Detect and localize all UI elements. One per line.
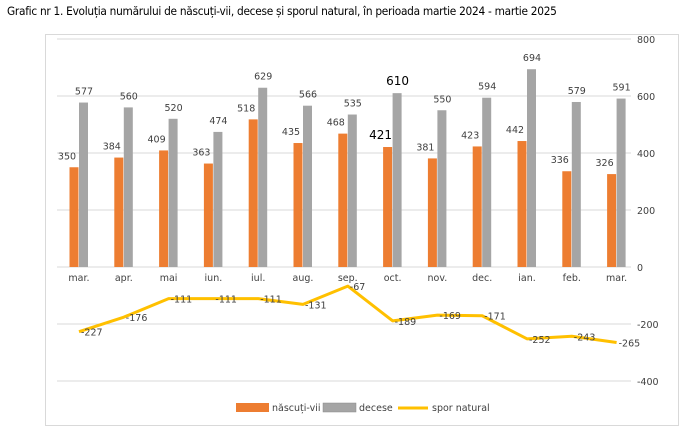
x-tick-label: feb. — [563, 273, 581, 284]
y-tick-label: -400 — [637, 377, 659, 388]
y-tick-label: 600 — [637, 92, 655, 103]
data-label-spor-natural: -111 — [260, 295, 282, 306]
data-label-decese: 629 — [254, 72, 272, 83]
data-label-decese: 566 — [299, 90, 317, 101]
data-label-nascuti-vii: 442 — [506, 125, 524, 136]
data-label-nascuti-vii: 468 — [327, 118, 345, 129]
legend-swatch-decese — [322, 402, 357, 413]
bar-nascuti-vii — [383, 147, 393, 267]
bar-decese — [303, 105, 312, 267]
data-label-spor-natural: -131 — [305, 300, 327, 311]
bar-nascuti-vii — [338, 133, 348, 267]
x-tick-label: dec. — [472, 273, 492, 284]
data-label-nascuti-vii: 384 — [103, 142, 121, 153]
x-tick-label: nov. — [428, 273, 448, 284]
bar-decese — [347, 114, 357, 268]
bar-nascuti-vii — [562, 171, 572, 267]
y-tick-label: 400 — [637, 149, 655, 160]
data-label-spor-natural: -171 — [484, 312, 506, 323]
data-label-spor-natural: -111 — [171, 295, 193, 306]
bar-nascuti-vii — [159, 150, 169, 267]
data-label-decese: 594 — [478, 82, 496, 93]
y-tick-label: -200 — [637, 320, 659, 331]
legend-label-decese: decese — [359, 403, 393, 414]
bar-nascuti-vii — [427, 158, 437, 267]
bar-nascuti-vii — [203, 163, 213, 267]
data-label-decese: 560 — [120, 91, 138, 102]
x-tick-label: apr. — [115, 273, 133, 284]
data-label-spor-natural: -252 — [529, 335, 551, 346]
x-tick-label: ian. — [518, 273, 536, 284]
bar-nascuti-vii — [293, 143, 303, 267]
x-tick-label: iun. — [205, 273, 223, 284]
y-tick-label: 0 — [637, 263, 643, 274]
data-label-nascuti-vii: 326 — [596, 158, 614, 169]
legend-label-nascuti-vii: născuți-vii — [272, 403, 320, 414]
x-tick-label: oct. — [384, 273, 402, 284]
bar-decese — [213, 131, 223, 267]
data-label-spor-natural: -176 — [126, 313, 148, 324]
data-label-nascuti-vii: 350 — [58, 151, 76, 162]
x-tick-label: aug. — [293, 273, 314, 284]
data-label-decese: 535 — [344, 99, 362, 110]
data-label-spor-natural: -111 — [215, 295, 237, 306]
legend-swatch-nascuti-vii — [236, 403, 269, 412]
bar-decese — [527, 69, 536, 268]
bar-decese — [392, 93, 402, 268]
data-label-nascuti-vii: 363 — [192, 148, 210, 159]
chart-title: Grafic nr 1. Evoluția numărului de născu… — [7, 4, 557, 18]
y-tick-label: 800 — [637, 35, 655, 46]
bar-nascuti-vii — [248, 119, 258, 268]
bar-nascuti-vii — [114, 157, 124, 267]
bar-nascuti-vii — [517, 141, 527, 267]
bar-decese — [616, 98, 626, 267]
data-label-decese: 474 — [209, 116, 227, 127]
x-tick-label: mai — [160, 273, 178, 284]
x-tick-label: mar. — [68, 273, 89, 284]
bar-nascuti-vii — [472, 146, 482, 267]
bar-nascuti-vii — [607, 174, 617, 267]
data-label-decese: 577 — [75, 87, 93, 98]
x-tick-label: iul. — [251, 273, 265, 284]
x-tick-label: mar. — [606, 273, 627, 284]
bar-decese — [437, 110, 447, 267]
bar-decese — [79, 102, 88, 268]
data-label-spor-natural: -169 — [439, 311, 461, 322]
data-label-nascuti-vii: 409 — [148, 134, 166, 145]
data-label-spor-natural: -265 — [619, 339, 641, 350]
data-label-nascuti-vii: 381 — [416, 142, 434, 153]
data-label-decese: 694 — [523, 53, 541, 64]
bar-decese — [571, 101, 581, 267]
bar-decese — [258, 87, 268, 267]
data-label-spor-natural: -189 — [395, 317, 417, 328]
line-spor-natural — [78, 284, 617, 345]
data-label-nascuti-vii: 336 — [551, 155, 569, 166]
data-label-nascuti-vii: 518 — [237, 103, 255, 114]
data-label-decese: 550 — [433, 94, 451, 105]
data-label-nascuti-vii: 421 — [369, 128, 392, 142]
data-label-spor-natural: -67 — [350, 282, 366, 293]
legend-label-spor-natural: spor natural — [432, 403, 490, 414]
bar-decese — [123, 107, 133, 268]
x-tick-label: sep. — [338, 273, 358, 284]
data-label-spor-natural: -243 — [574, 332, 596, 343]
data-label-nascuti-vii: 435 — [282, 127, 300, 138]
data-label-decese: 520 — [165, 103, 183, 114]
data-label-nascuti-vii: 423 — [461, 130, 479, 141]
data-label-decese: 591 — [613, 83, 631, 94]
data-label-decese: 579 — [568, 86, 586, 97]
y-tick-label: 200 — [637, 206, 655, 217]
bar-decese — [168, 118, 178, 267]
bar-nascuti-vii — [69, 167, 79, 267]
bar-decese — [482, 97, 492, 268]
data-label-spor-natural: -227 — [81, 328, 103, 339]
data-label-decese: 610 — [386, 74, 409, 88]
